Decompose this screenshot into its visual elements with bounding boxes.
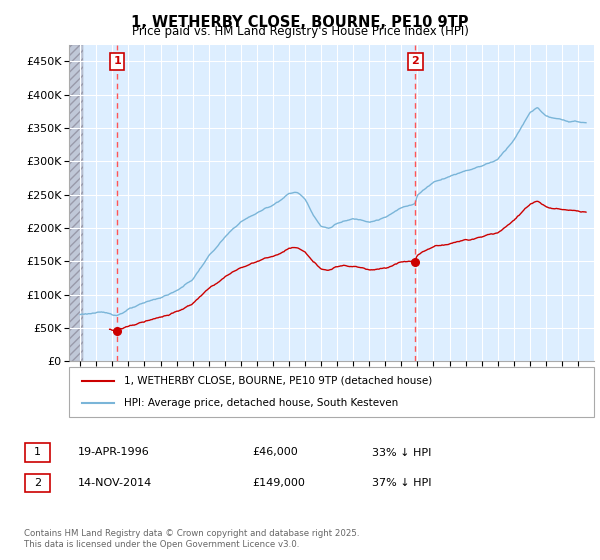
Text: 2: 2 [34, 478, 41, 488]
Text: £149,000: £149,000 [252, 478, 305, 488]
Text: 33% ↓ HPI: 33% ↓ HPI [372, 447, 431, 458]
Text: 1, WETHERBY CLOSE, BOURNE, PE10 9TP (detached house): 1, WETHERBY CLOSE, BOURNE, PE10 9TP (det… [124, 376, 433, 386]
FancyBboxPatch shape [25, 474, 50, 492]
Text: 1, WETHERBY CLOSE, BOURNE, PE10 9TP: 1, WETHERBY CLOSE, BOURNE, PE10 9TP [131, 15, 469, 30]
Text: 1: 1 [113, 57, 121, 67]
Text: £46,000: £46,000 [252, 447, 298, 458]
Text: 1: 1 [34, 447, 41, 458]
Text: Contains HM Land Registry data © Crown copyright and database right 2025.
This d: Contains HM Land Registry data © Crown c… [24, 529, 359, 549]
FancyBboxPatch shape [69, 367, 594, 417]
Text: 37% ↓ HPI: 37% ↓ HPI [372, 478, 431, 488]
Text: HPI: Average price, detached house, South Kesteven: HPI: Average price, detached house, Sout… [124, 398, 398, 408]
Text: 2: 2 [412, 57, 419, 67]
Text: Price paid vs. HM Land Registry's House Price Index (HPI): Price paid vs. HM Land Registry's House … [131, 25, 469, 38]
FancyBboxPatch shape [25, 444, 50, 461]
Text: 19-APR-1996: 19-APR-1996 [78, 447, 150, 458]
Text: 14-NOV-2014: 14-NOV-2014 [78, 478, 152, 488]
